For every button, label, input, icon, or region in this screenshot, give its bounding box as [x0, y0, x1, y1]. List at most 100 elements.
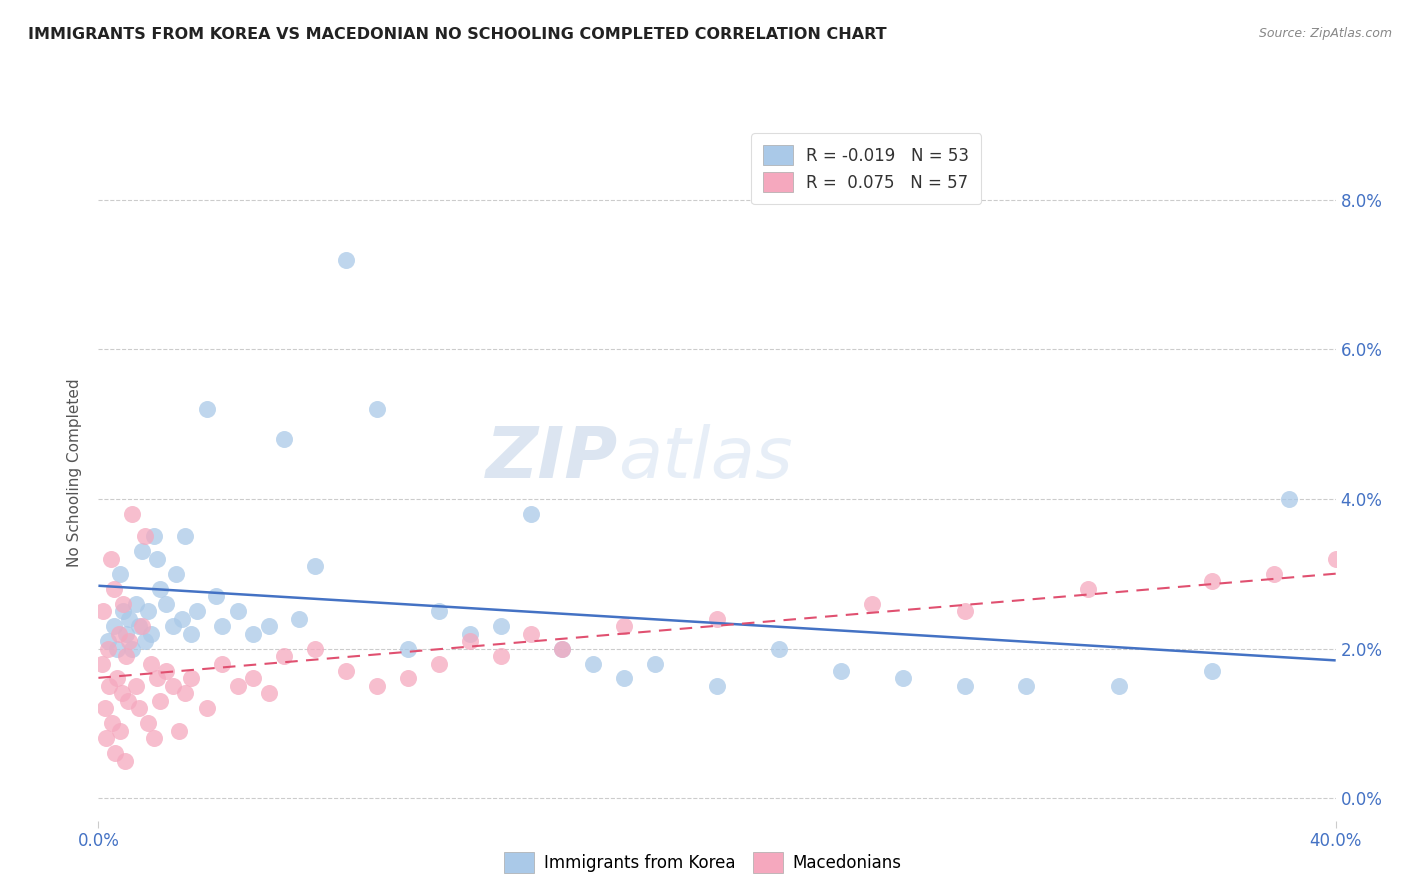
- Point: [257, 686, 280, 700]
- Point: [195, 701, 218, 715]
- Point: [136, 716, 159, 731]
- Point: [155, 597, 177, 611]
- Point: [366, 679, 388, 693]
- Point: [115, 626, 138, 640]
- Point: [304, 641, 326, 656]
- Point: [146, 672, 169, 686]
- Point: [1263, 566, 1285, 581]
- Text: Source: ZipAtlas.com: Source: ZipAtlas.com: [1258, 27, 1392, 40]
- Point: [91, 604, 114, 618]
- Point: [1108, 679, 1130, 693]
- Text: atlas: atlas: [619, 425, 793, 493]
- Point: [131, 544, 153, 558]
- Point: [105, 641, 128, 656]
- Text: ZIP: ZIP: [486, 425, 619, 493]
- Point: [489, 648, 512, 663]
- Point: [97, 641, 120, 656]
- Point: [242, 626, 264, 640]
- Point: [860, 597, 883, 611]
- Point: [128, 619, 150, 633]
- Point: [134, 634, 156, 648]
- Point: [118, 612, 141, 626]
- Point: [112, 597, 135, 611]
- Point: [1015, 679, 1038, 693]
- Point: [242, 672, 264, 686]
- Point: [139, 657, 162, 671]
- Point: [101, 716, 124, 731]
- Point: [257, 619, 280, 633]
- Point: [143, 731, 166, 746]
- Point: [830, 664, 852, 678]
- Point: [1077, 582, 1099, 596]
- Point: [582, 657, 605, 671]
- Point: [396, 641, 419, 656]
- Point: [117, 694, 139, 708]
- Legend: Immigrants from Korea, Macedonians: Immigrants from Korea, Macedonians: [498, 846, 908, 880]
- Point: [613, 619, 636, 633]
- Point: [131, 619, 153, 633]
- Point: [149, 694, 172, 708]
- Point: [121, 641, 143, 656]
- Point: [162, 679, 184, 693]
- Point: [1324, 551, 1347, 566]
- Point: [103, 582, 125, 596]
- Point: [114, 754, 136, 768]
- Point: [180, 672, 202, 686]
- Point: [644, 657, 666, 671]
- Point: [174, 686, 197, 700]
- Y-axis label: No Schooling Completed: No Schooling Completed: [67, 378, 83, 567]
- Point: [953, 604, 976, 618]
- Point: [195, 402, 218, 417]
- Point: [108, 723, 131, 738]
- Point: [706, 679, 728, 693]
- Point: [304, 559, 326, 574]
- Point: [205, 589, 228, 603]
- Point: [226, 604, 249, 618]
- Point: [134, 529, 156, 543]
- Text: IMMIGRANTS FROM KOREA VS MACEDONIAN NO SCHOOLING COMPLETED CORRELATION CHART: IMMIGRANTS FROM KOREA VS MACEDONIAN NO S…: [28, 27, 887, 42]
- Point: [111, 686, 134, 700]
- Point: [551, 641, 574, 656]
- Point: [105, 672, 128, 686]
- Point: [93, 701, 115, 715]
- Point: [124, 679, 146, 693]
- Point: [1201, 574, 1223, 589]
- Point: [458, 634, 481, 648]
- Point: [706, 612, 728, 626]
- Point: [98, 679, 121, 693]
- Point: [211, 619, 233, 633]
- Point: [103, 619, 125, 633]
- Point: [396, 672, 419, 686]
- Point: [613, 672, 636, 686]
- Point: [124, 597, 146, 611]
- Point: [180, 626, 202, 640]
- Point: [226, 679, 249, 693]
- Point: [186, 604, 208, 618]
- Point: [108, 566, 131, 581]
- Point: [458, 626, 481, 640]
- Point: [551, 641, 574, 656]
- Point: [104, 747, 127, 761]
- Point: [211, 657, 233, 671]
- Point: [335, 664, 357, 678]
- Point: [115, 648, 138, 663]
- Point: [162, 619, 184, 633]
- Point: [90, 657, 112, 671]
- Point: [1278, 491, 1301, 506]
- Point: [139, 626, 162, 640]
- Point: [953, 679, 976, 693]
- Point: [107, 626, 129, 640]
- Point: [427, 657, 450, 671]
- Point: [489, 619, 512, 633]
- Point: [520, 507, 543, 521]
- Point: [520, 626, 543, 640]
- Legend: R = -0.019   N = 53, R =  0.075   N = 57: R = -0.019 N = 53, R = 0.075 N = 57: [751, 133, 981, 204]
- Point: [891, 672, 914, 686]
- Point: [155, 664, 177, 678]
- Point: [335, 252, 357, 267]
- Point: [128, 701, 150, 715]
- Point: [1201, 664, 1223, 678]
- Point: [427, 604, 450, 618]
- Point: [149, 582, 172, 596]
- Point: [136, 604, 159, 618]
